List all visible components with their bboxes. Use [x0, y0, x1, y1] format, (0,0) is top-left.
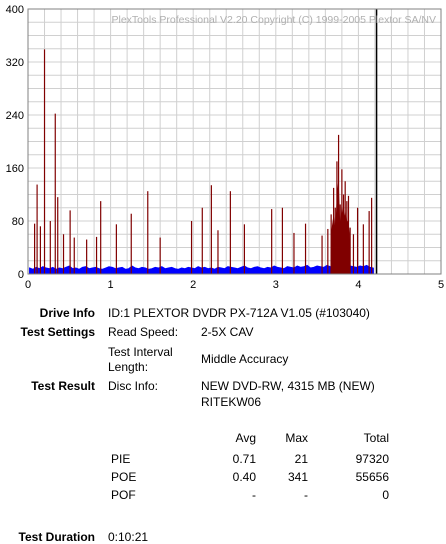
test-settings-label: Test Settings — [21, 325, 95, 339]
row-pie-avg: 0.71 — [233, 452, 256, 466]
test-interval-label-2: Length: — [108, 360, 148, 374]
test-interval-label-1: Test Interval — [108, 345, 173, 359]
row-poe-max: 341 — [288, 470, 308, 484]
chart: PlexTools Professional V2.20 Copyright (… — [0, 0, 446, 300]
disc-info-line2: RITEKW06 — [201, 395, 261, 409]
x-tick-label: 2 — [190, 279, 196, 291]
y-tick-label: 400 — [6, 4, 24, 16]
y-tick-label: 160 — [6, 163, 24, 175]
x-tick-label: 5 — [438, 279, 444, 291]
row-pof-max: - — [304, 488, 308, 502]
test-result-label: Test Result — [31, 379, 95, 393]
y-axis-ticks: 400 320 240 160 80 0 — [6, 4, 24, 281]
test-duration-label: Test Duration — [19, 530, 95, 544]
x-axis-ticks: 0 1 2 3 4 5 — [25, 279, 444, 291]
drive-info-value: ID:1 PLEXTOR DVDR PX-712A V1.05 (#103040… — [108, 306, 370, 320]
x-tick-label: 0 — [25, 279, 31, 291]
row-poe-total: 55656 — [356, 470, 389, 484]
row-poe-label: POE — [111, 470, 136, 484]
row-pie-total: 97320 — [356, 452, 389, 466]
read-speed-value: 2-5X CAV — [201, 325, 253, 339]
chart-title: PlexTools Professional V2.20 Copyright (… — [112, 14, 437, 26]
row-pof-total: 0 — [382, 488, 389, 502]
disc-info-label: Disc Info: — [108, 379, 158, 393]
row-pie-label: PIE — [111, 452, 130, 466]
row-poe-avg: 0.40 — [233, 470, 256, 484]
col-header-avg: Avg — [236, 431, 256, 445]
y-tick-label: 0 — [18, 269, 24, 281]
row-pof-label: POF — [111, 488, 136, 502]
row-pie-max: 21 — [295, 452, 308, 466]
disc-info-line1: NEW DVD-RW, 4315 MB (NEW) — [201, 379, 375, 393]
chart-grid — [28, 9, 441, 274]
x-tick-label: 3 — [273, 279, 279, 291]
y-tick-label: 240 — [6, 110, 24, 122]
test-duration-value: 0:10:21 — [108, 530, 148, 544]
y-tick-label: 80 — [12, 216, 24, 228]
read-speed-label: Read Speed: — [108, 325, 178, 339]
row-pof-avg: - — [252, 488, 256, 502]
test-interval-value: Middle Accuracy — [201, 352, 288, 366]
col-header-max: Max — [285, 431, 308, 445]
x-tick-label: 4 — [355, 279, 361, 291]
y-tick-label: 320 — [6, 57, 24, 69]
x-tick-label: 1 — [108, 279, 114, 291]
drive-info-label: Drive Info — [40, 306, 95, 320]
col-header-total: Total — [364, 431, 389, 445]
